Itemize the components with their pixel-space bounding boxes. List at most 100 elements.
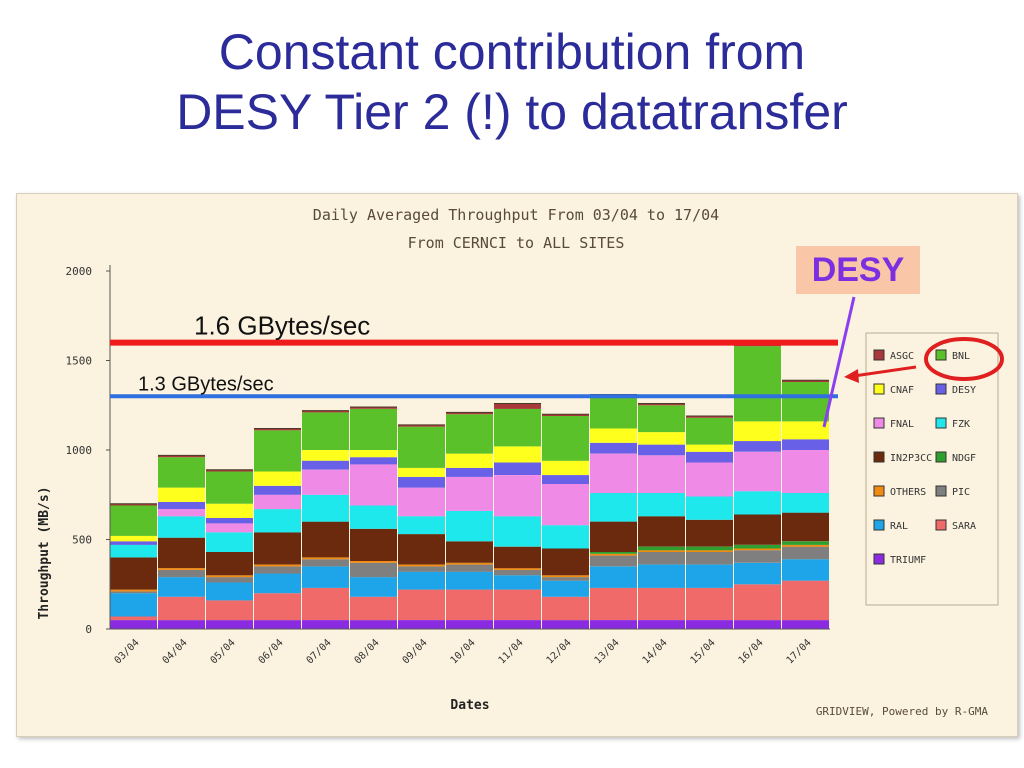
legend-swatch-ral <box>873 519 885 531</box>
line-low-label: 1.3 GBytes/sec <box>138 373 274 395</box>
bar-segment-sara-5 <box>350 596 397 621</box>
bar-segment-sara-14 <box>782 580 829 621</box>
bar-segment-others-5 <box>350 561 397 563</box>
bar-segment-ral-1 <box>158 577 205 597</box>
bar-segment-pic-0 <box>110 591 157 594</box>
bar-segment-fnal-5 <box>350 464 397 506</box>
y-tick-label-0: 0 <box>85 623 92 636</box>
bar-segment-asgc-7 <box>446 412 493 415</box>
bar-segment-pic-5 <box>350 562 397 578</box>
bar-segment-pic-11 <box>638 552 685 565</box>
bar-segment-sara-12 <box>686 587 733 620</box>
bar-segment-pic-7 <box>446 564 493 572</box>
x-tick-label-0: 03/04 <box>113 637 142 666</box>
bar-segment-fnal-2 <box>206 523 253 533</box>
bnl-highlight-circle <box>924 337 1004 381</box>
bar-segment-fnal-11 <box>638 455 685 493</box>
bar-segment-asgc-9 <box>542 414 589 416</box>
bar-segment-fzk-8 <box>494 516 541 547</box>
bar-segment-others-13 <box>734 548 781 551</box>
x-tick-label-10: 13/04 <box>593 637 622 666</box>
bar-segment-asgc-3 <box>254 428 301 431</box>
legend-label-ral: RAL <box>890 521 908 532</box>
bar-segment-fzk-6 <box>398 516 445 535</box>
bar-segment-fzk-12 <box>686 496 733 520</box>
bar-segment-desy-4 <box>302 460 349 470</box>
x-tick-label-2: 05/04 <box>209 637 238 666</box>
y-tick-label-2000: 2000 <box>66 265 93 278</box>
bar-segment-bnl-8 <box>494 408 541 447</box>
legend-label-others: OTHERS <box>890 487 926 498</box>
bar-segment-bnl-2 <box>206 471 253 504</box>
chart-subtitle: From CERNCI to ALL SITES <box>408 234 625 252</box>
legend-label-bnl: BNL <box>952 351 970 362</box>
bar-segment-fzk-13 <box>734 491 781 515</box>
bar-segment-ral-6 <box>398 571 445 590</box>
bar-segment-cnaf-11 <box>638 432 685 445</box>
bar-segment-in2p3cc-13 <box>734 514 781 545</box>
bar-segment-ral-3 <box>254 573 301 594</box>
slide-title-line-2: DESY Tier 2 (!) to datatransfer <box>176 84 848 140</box>
x-tick-label-4: 07/04 <box>305 637 334 666</box>
bar-segment-fnal-6 <box>398 487 445 517</box>
bar-segment-cnaf-0 <box>110 535 157 542</box>
bar-segment-cnaf-6 <box>398 467 445 477</box>
bar-segment-in2p3cc-5 <box>350 528 397 561</box>
bar-segment-triumf-5 <box>350 620 397 629</box>
arrow-shaft <box>853 365 917 378</box>
bar-segment-desy-6 <box>398 476 445 488</box>
bar-segment-bnl-0 <box>110 505 157 536</box>
bar-segment-in2p3cc-9 <box>542 548 589 576</box>
bar-segment-desy-0 <box>110 541 157 545</box>
bar-segment-desy-8 <box>494 462 541 475</box>
bar-segment-asgc-1 <box>158 455 205 458</box>
bar-segment-others-3 <box>254 564 301 567</box>
desy-pointer-line <box>822 296 856 428</box>
bar-segment-pic-9 <box>542 577 589 581</box>
bar-segment-fnal-8 <box>494 475 541 517</box>
bar-segment-pic-3 <box>254 566 301 574</box>
bar-segment-bnl-5 <box>350 408 397 450</box>
bar-segment-ral-7 <box>446 571 493 590</box>
bar-segment-desy-2 <box>206 518 253 524</box>
bar-segment-pic-14 <box>782 546 829 560</box>
legend-label-fzk: FZK <box>952 419 970 430</box>
bar-segment-others-4 <box>302 557 349 560</box>
bar-segment-cnaf-8 <box>494 446 541 463</box>
bar-segment-fnal-12 <box>686 462 733 497</box>
bar-segment-ndgf-14 <box>782 541 829 545</box>
bar-segment-fnal-14 <box>782 450 829 493</box>
bar-segment-sara-9 <box>542 596 589 621</box>
x-tick-label-14: 17/04 <box>785 637 814 666</box>
chart-title: Daily Averaged Throughput From 03/04 to … <box>313 206 719 224</box>
x-tick-label-12: 15/04 <box>689 637 718 666</box>
bar-segment-fnal-3 <box>254 494 301 510</box>
x-tick-label-1: 04/04 <box>161 637 190 666</box>
x-tick-label-9: 12/04 <box>545 637 574 666</box>
bar-segment-ral-5 <box>350 577 397 597</box>
bar-segment-cnaf-13 <box>734 421 781 442</box>
bar-segment-ral-9 <box>542 580 589 597</box>
bar-segment-asgc-14 <box>782 380 829 382</box>
bar-segment-others-7 <box>446 562 493 565</box>
bar-segment-sara-10 <box>590 587 637 620</box>
bar-segment-bnl-3 <box>254 430 301 472</box>
bar-segment-fzk-4 <box>302 494 349 522</box>
bar-segment-cnaf-1 <box>158 487 205 502</box>
legend-swatch-others <box>873 485 885 497</box>
bar-segment-ndgf-10 <box>590 552 637 554</box>
chart-footer: GRIDVIEW, Powered by R-GMA <box>816 705 989 718</box>
bar-segment-fzk-1 <box>158 516 205 538</box>
bar-segment-fzk-14 <box>782 493 829 513</box>
bar-segment-sara-8 <box>494 589 541 620</box>
bar-segment-sara-11 <box>638 587 685 620</box>
bar-segment-others-2 <box>206 575 253 578</box>
legend: ASGC BNL CNAF DESY FNAL FZK IN2P3CC NDGF OTHERS P… <box>865 332 999 606</box>
bar-segment-ral-11 <box>638 564 685 588</box>
bar-segment-sara-7 <box>446 589 493 620</box>
legend-label-ndgf: NDGF <box>952 453 976 464</box>
bar-segment-in2p3cc-11 <box>638 516 685 547</box>
x-tick-label-3: 06/04 <box>257 637 286 666</box>
bar-segment-ral-8 <box>494 575 541 590</box>
bar-segment-cnaf-9 <box>542 460 589 475</box>
